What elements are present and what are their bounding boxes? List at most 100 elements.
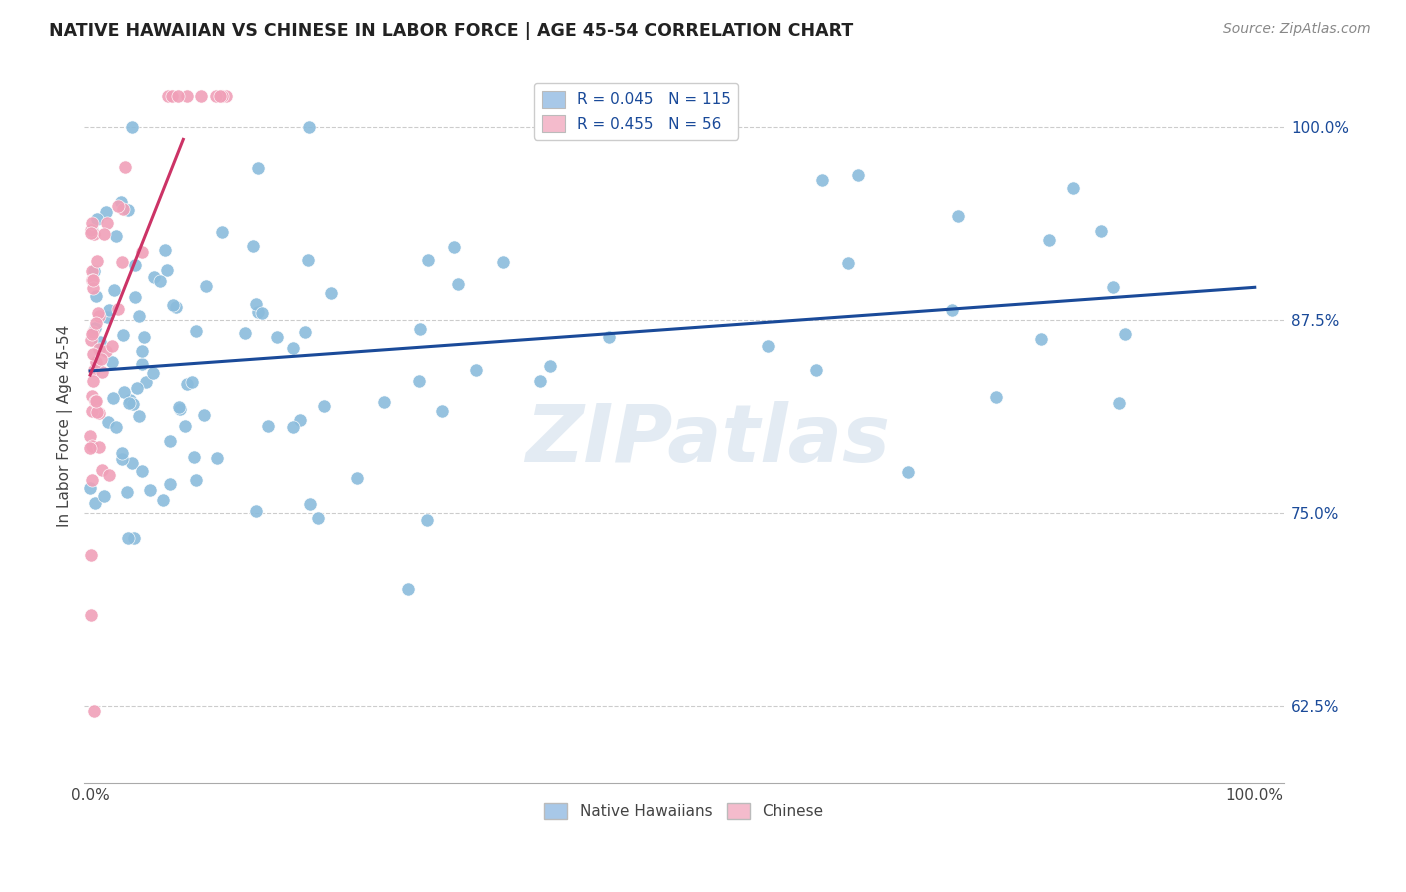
Point bbox=[408, 374, 430, 388]
Point bbox=[111, 202, 134, 217]
Point bbox=[112, 384, 135, 399]
Point bbox=[153, 243, 176, 257]
Point bbox=[1102, 280, 1125, 294]
Point bbox=[211, 89, 233, 103]
Point bbox=[373, 394, 395, 409]
Point bbox=[79, 429, 101, 443]
Point bbox=[96, 217, 118, 231]
Point bbox=[846, 168, 869, 182]
Point bbox=[167, 400, 190, 414]
Point bbox=[90, 351, 112, 366]
Point bbox=[598, 330, 620, 344]
Point bbox=[159, 434, 181, 449]
Point bbox=[103, 283, 125, 297]
Point bbox=[79, 481, 101, 495]
Point bbox=[233, 326, 256, 341]
Point bbox=[205, 89, 228, 103]
Point bbox=[1114, 326, 1136, 341]
Point bbox=[105, 419, 128, 434]
Point bbox=[89, 334, 111, 349]
Point bbox=[266, 330, 288, 344]
Point bbox=[122, 397, 145, 411]
Point bbox=[538, 359, 561, 373]
Point bbox=[83, 496, 105, 510]
Point bbox=[107, 301, 129, 316]
Point bbox=[160, 89, 183, 103]
Point bbox=[107, 199, 129, 213]
Point bbox=[208, 89, 231, 103]
Point bbox=[247, 304, 270, 318]
Point bbox=[97, 416, 120, 430]
Point bbox=[91, 463, 114, 477]
Point bbox=[80, 404, 103, 418]
Point bbox=[82, 273, 104, 287]
Text: ZIPatlas: ZIPatlas bbox=[526, 401, 890, 479]
Y-axis label: In Labor Force | Age 45-54: In Labor Force | Age 45-54 bbox=[58, 325, 73, 527]
Point bbox=[94, 205, 117, 219]
Point bbox=[80, 223, 103, 237]
Point bbox=[298, 120, 321, 135]
Point bbox=[84, 321, 107, 335]
Point bbox=[1038, 233, 1060, 247]
Point bbox=[87, 309, 110, 323]
Point bbox=[804, 363, 827, 377]
Point bbox=[80, 473, 103, 487]
Point bbox=[80, 389, 103, 403]
Point bbox=[207, 450, 229, 465]
Point bbox=[82, 281, 104, 295]
Point bbox=[184, 474, 207, 488]
Point bbox=[837, 255, 859, 269]
Text: Source: ZipAtlas.com: Source: ZipAtlas.com bbox=[1223, 22, 1371, 37]
Point bbox=[80, 264, 103, 278]
Point bbox=[79, 223, 101, 237]
Point bbox=[432, 404, 454, 418]
Point bbox=[114, 161, 136, 175]
Point bbox=[86, 211, 108, 226]
Point bbox=[117, 202, 139, 217]
Point bbox=[93, 227, 115, 241]
Point bbox=[281, 341, 304, 355]
Point bbox=[84, 355, 107, 369]
Point bbox=[447, 277, 470, 292]
Point bbox=[169, 402, 191, 417]
Point bbox=[443, 240, 465, 254]
Point bbox=[409, 322, 432, 336]
Point bbox=[117, 531, 139, 545]
Point bbox=[84, 394, 107, 409]
Point bbox=[87, 306, 110, 320]
Point bbox=[124, 290, 146, 304]
Point bbox=[245, 504, 267, 518]
Point bbox=[127, 381, 149, 395]
Point bbox=[897, 465, 920, 479]
Point bbox=[246, 161, 269, 176]
Point bbox=[86, 253, 108, 268]
Point bbox=[416, 253, 439, 268]
Point bbox=[195, 278, 218, 293]
Point bbox=[257, 419, 280, 434]
Point bbox=[110, 255, 132, 269]
Point bbox=[97, 302, 120, 317]
Point bbox=[101, 391, 124, 405]
Point bbox=[245, 297, 267, 311]
Point bbox=[83, 264, 105, 278]
Point bbox=[83, 347, 105, 361]
Point bbox=[346, 471, 368, 485]
Point bbox=[82, 325, 104, 339]
Point bbox=[101, 339, 124, 353]
Point bbox=[242, 238, 264, 252]
Point bbox=[93, 489, 115, 503]
Point bbox=[1029, 332, 1052, 346]
Point bbox=[128, 309, 150, 323]
Point bbox=[94, 343, 117, 358]
Point bbox=[131, 357, 153, 371]
Point bbox=[83, 363, 105, 377]
Legend: Native Hawaiians, Chinese: Native Hawaiians, Chinese bbox=[538, 797, 830, 825]
Point bbox=[162, 298, 184, 312]
Point bbox=[90, 365, 112, 379]
Point bbox=[80, 226, 103, 240]
Point bbox=[96, 310, 118, 324]
Point bbox=[1090, 224, 1112, 238]
Point bbox=[193, 408, 215, 422]
Point bbox=[319, 285, 342, 300]
Point bbox=[159, 477, 181, 491]
